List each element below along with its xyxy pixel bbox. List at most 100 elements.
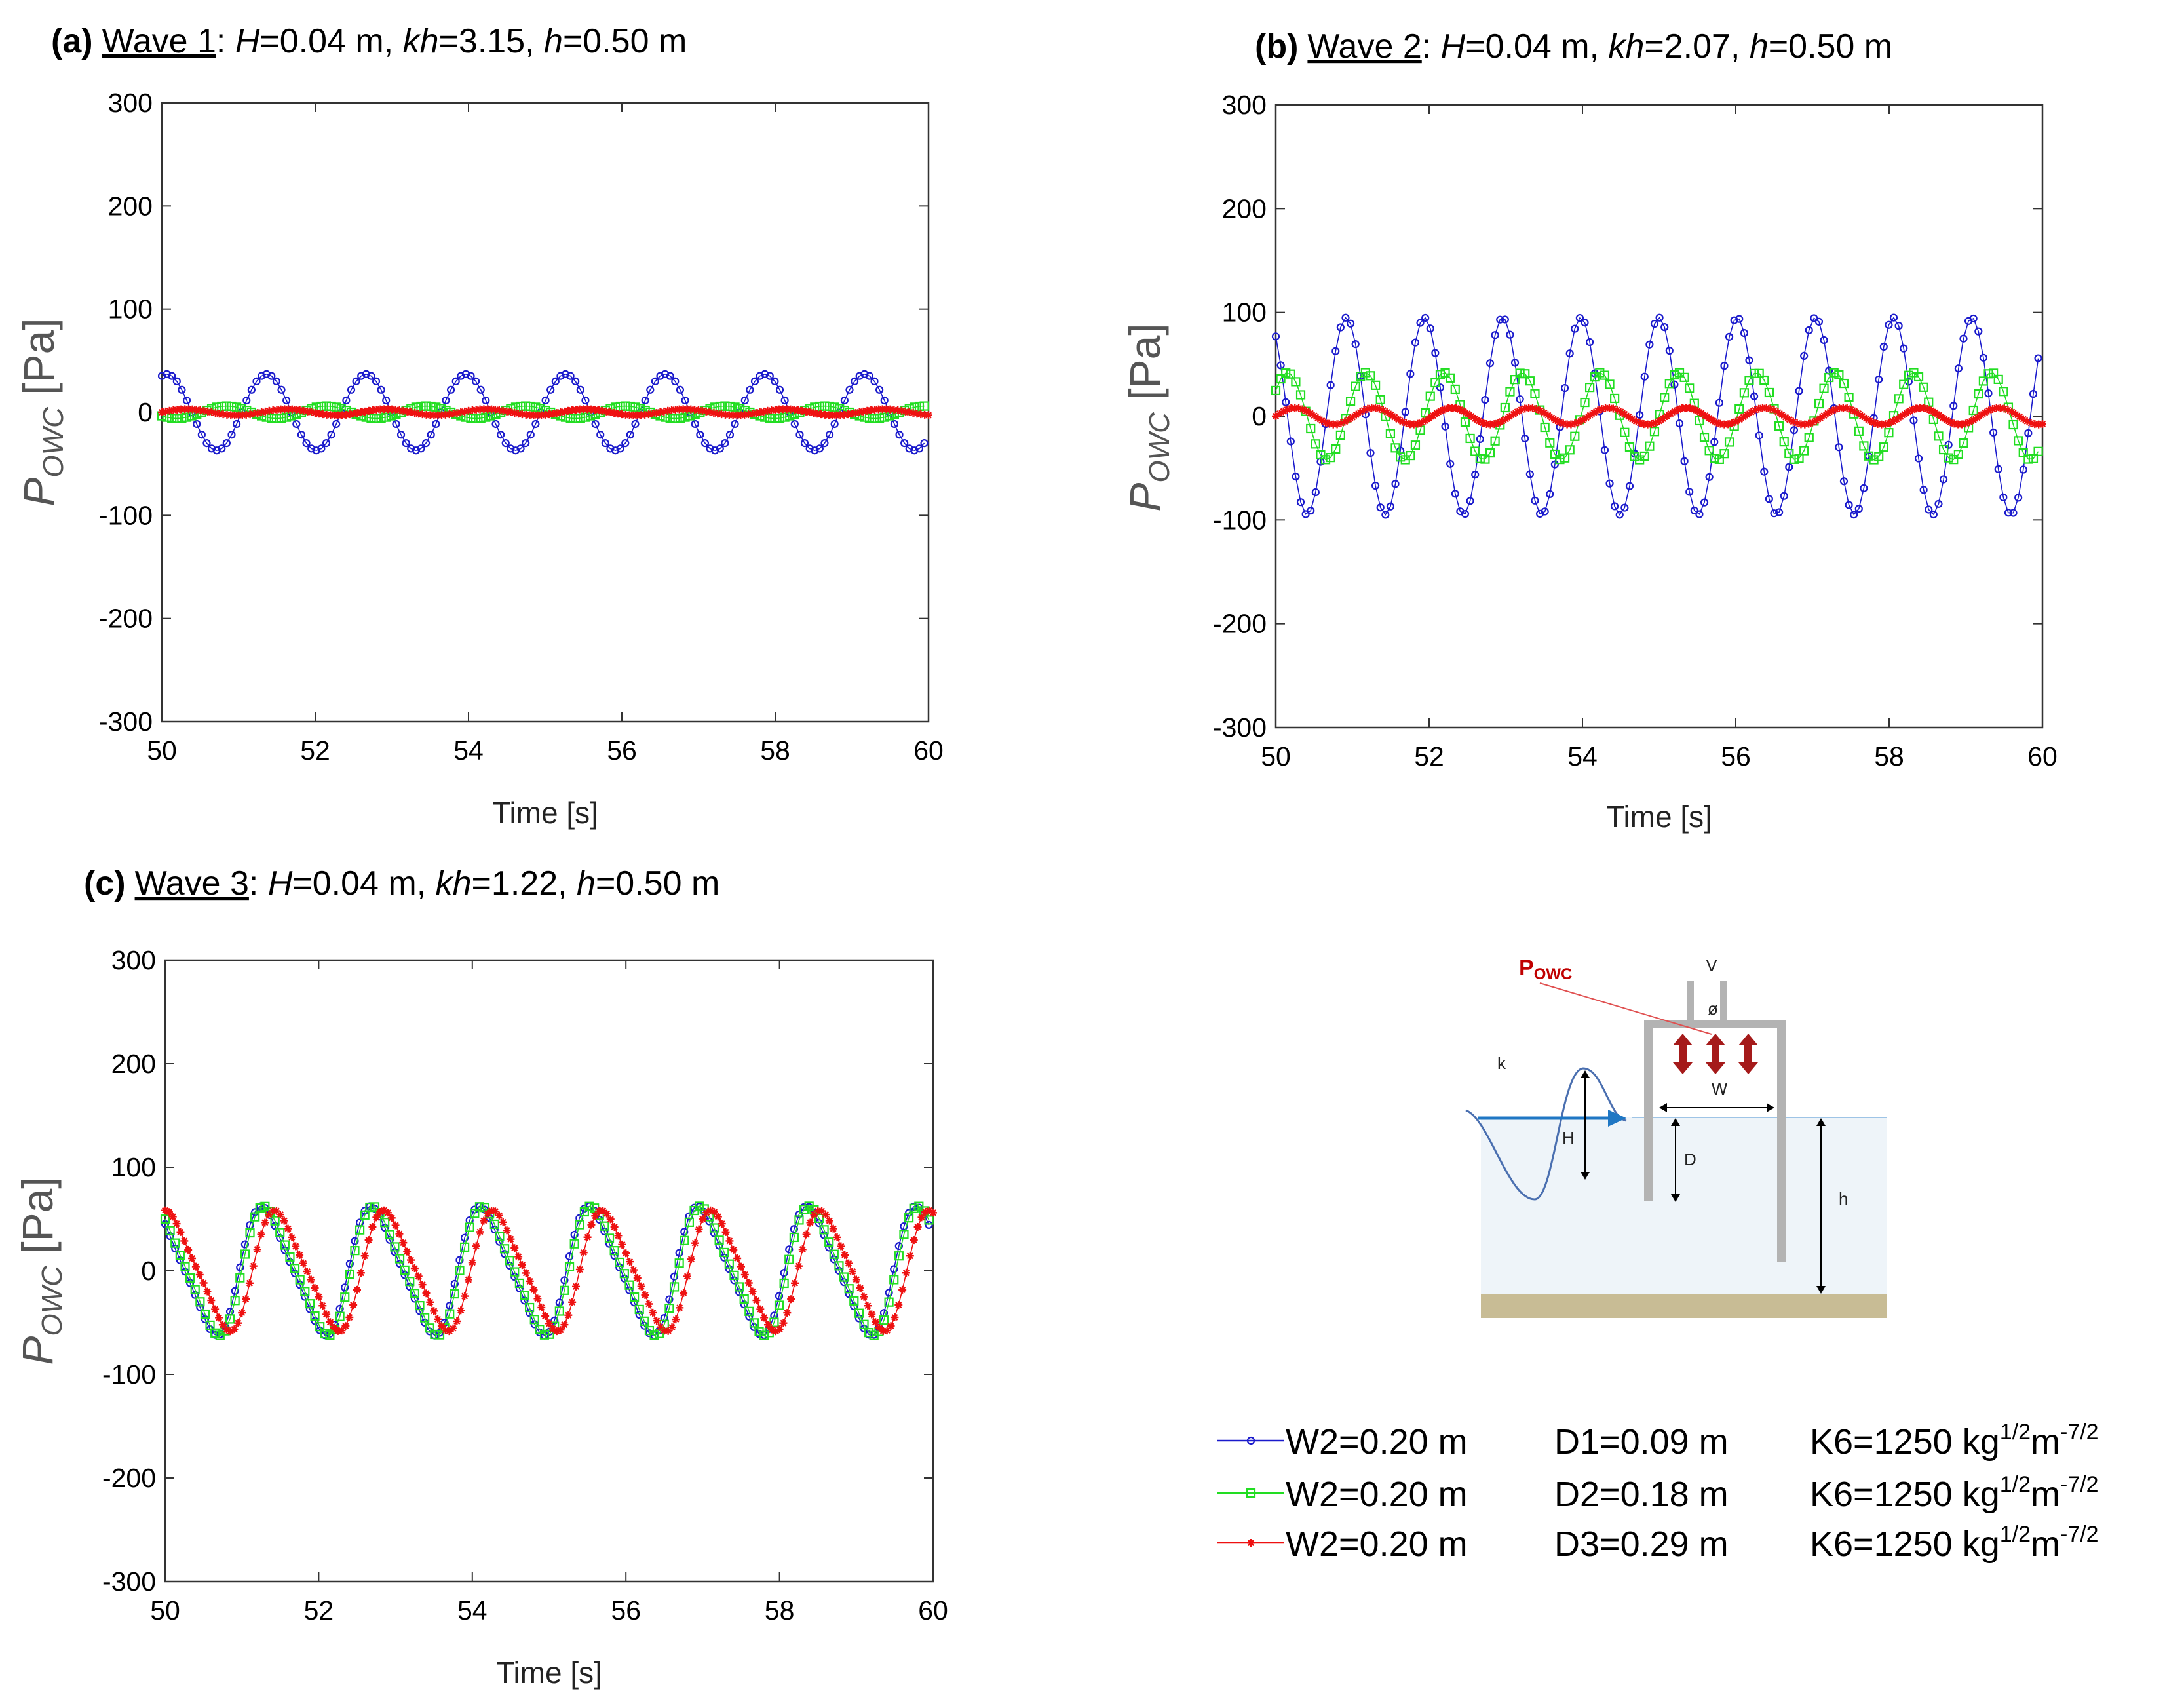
data-point: [819, 1225, 829, 1235]
data-point: [864, 413, 875, 423]
data-point: [327, 431, 335, 439]
data-point: [1425, 414, 1433, 423]
data-point: [1494, 419, 1503, 427]
data-point: [850, 1302, 858, 1311]
data-point: [920, 438, 929, 448]
data-point: [641, 1291, 649, 1299]
data-point: [1799, 446, 1809, 456]
data-point: [1689, 405, 1698, 414]
data-point: [1528, 404, 1537, 412]
data-point: [1949, 455, 1959, 465]
data-point: [734, 1282, 744, 1292]
y-tick-label: 100: [1222, 298, 1267, 328]
data-point: [739, 1294, 749, 1304]
data-point: [1431, 349, 1440, 357]
data-point: [345, 1313, 354, 1321]
data-point: [2000, 404, 2008, 413]
data-point: [446, 385, 455, 394]
data-point: [1710, 438, 1719, 446]
data-point: [1824, 409, 1832, 417]
data-point: [541, 396, 550, 405]
data-point: [178, 385, 186, 394]
powc-label: POWC: [1519, 956, 1572, 983]
series-line: [161, 405, 925, 419]
data-point: [795, 431, 804, 439]
panel-c: (c) Wave 3: H=0.04 m, kh=1.22, h=0.50 m 5…: [13, 864, 948, 1690]
data-point: [591, 1212, 600, 1220]
data-point: [325, 1330, 335, 1340]
data-point: [1666, 410, 1675, 418]
data-point: [1844, 392, 1854, 402]
data-point: [1521, 434, 1529, 443]
data-point: [1700, 498, 1709, 507]
data-point: [790, 1225, 798, 1233]
data-point: [856, 1284, 864, 1292]
data-point: [267, 413, 277, 423]
x-tick-label: 52: [300, 735, 330, 766]
pressure-arrow-1: [1673, 1034, 1693, 1074]
data-point: [1735, 416, 1744, 424]
data-point: [400, 1271, 409, 1279]
data-point: [1536, 406, 1544, 415]
data-point: [415, 1301, 425, 1311]
data-point: [1993, 374, 2003, 384]
data-point: [1575, 418, 1583, 427]
data-point: [865, 372, 874, 380]
data-point: [385, 1230, 394, 1239]
data-point: [1645, 441, 1655, 451]
data-point: [402, 438, 410, 448]
series-star: [1272, 404, 2046, 429]
data-point: [1959, 438, 1968, 448]
data-point: [2039, 419, 2046, 428]
data-point: [1693, 407, 1702, 416]
data-point: [232, 419, 241, 429]
data-point: [1421, 416, 1430, 425]
data-point: [1843, 404, 1851, 413]
data-point: [779, 1278, 789, 1289]
data-point: [1416, 319, 1425, 327]
data-point: [1650, 319, 1659, 328]
data-point: [1366, 371, 1375, 381]
data-point: [1790, 426, 1799, 435]
data-point: [514, 1278, 524, 1289]
data-point: [1376, 503, 1385, 512]
data-point: [756, 372, 764, 380]
data-point: [2023, 454, 2033, 464]
data-point: [1785, 416, 1793, 424]
data-point: [1345, 397, 1356, 406]
data-point: [1394, 416, 1403, 424]
data-point: [349, 1301, 358, 1310]
data-point: [676, 1304, 684, 1312]
data-point: [1919, 486, 1928, 494]
data-point: [191, 1291, 199, 1299]
data-point: [2008, 408, 2016, 416]
D-label: D: [1684, 1150, 1696, 1169]
data-point: [412, 446, 420, 455]
data-point: [529, 1315, 539, 1325]
data-point: [715, 401, 725, 412]
data-point: [1513, 408, 1522, 416]
data-point: [302, 438, 311, 448]
data-point: [604, 1233, 615, 1243]
data-point: [1432, 409, 1441, 417]
panel-c-p1-val: =1.22,: [472, 864, 577, 903]
data-point: [253, 1245, 261, 1254]
data-point: [675, 1249, 683, 1257]
data-point: [468, 1258, 476, 1267]
data-point: [166, 1232, 174, 1241]
data-point: [566, 372, 575, 380]
data-point: [437, 1322, 446, 1330]
data-point: [1900, 410, 1909, 418]
data-point: [830, 402, 839, 412]
data-point: [472, 377, 480, 386]
data-point: [260, 1201, 270, 1211]
data-point: [681, 396, 689, 405]
data-point: [1281, 368, 1291, 378]
data-point: [1774, 421, 1784, 431]
data-point: [555, 1298, 564, 1307]
data-point: [895, 431, 904, 439]
data-point: [391, 1248, 399, 1256]
data-point: [181, 1268, 189, 1276]
back-wall: [1777, 1022, 1786, 1262]
data-point: [824, 1237, 834, 1247]
